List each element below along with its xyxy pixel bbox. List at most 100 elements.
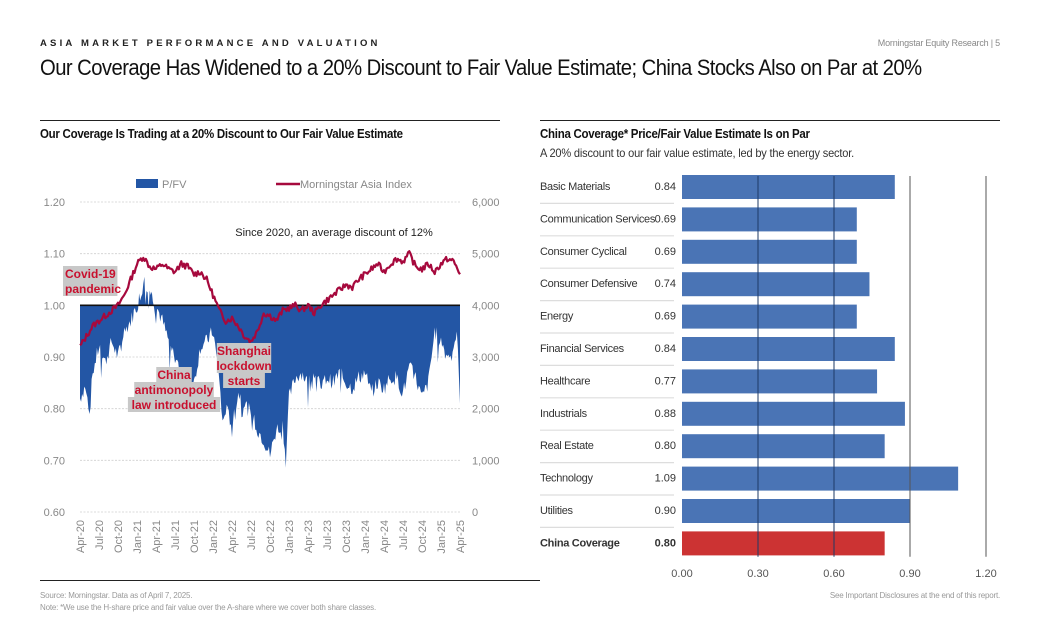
legend-label-pfv: P/FV: [162, 179, 187, 191]
bar: [682, 401, 905, 426]
y-right-tick-label: 3,000: [472, 352, 500, 364]
category-label: Real Estate: [540, 440, 594, 452]
left-panel-top-rule: [40, 120, 500, 121]
y-left-tick-label: 1.00: [44, 300, 65, 312]
category-label: Basic Materials: [540, 181, 611, 193]
y-right-tick-label: 2,000: [472, 404, 500, 416]
x-tick-label: Jul-23: [322, 520, 334, 550]
bar-row: Consumer Cyclical 0.69: [540, 246, 676, 269]
value-label: 0.84: [655, 181, 676, 193]
y-left-tick-label: 1.20: [44, 197, 65, 209]
index-line: [79, 250, 461, 347]
y-right-tick-label: 4,000: [472, 300, 500, 312]
category-label: Industrials: [540, 408, 588, 420]
value-label: 0.90: [655, 505, 676, 517]
category-label: Communication Services: [540, 213, 656, 225]
x-tick-label: Jul-21: [170, 520, 182, 550]
bar-row: Utilities 0.90: [540, 505, 676, 528]
bar: [682, 466, 959, 491]
x-tick-label: Jul-22: [246, 520, 258, 550]
bar: [682, 434, 885, 459]
bar: [682, 369, 878, 394]
bar: [682, 337, 895, 361]
bar-row: Real Estate 0.80: [540, 440, 676, 464]
bar: [682, 175, 895, 199]
annotation-text: pandemic: [65, 282, 121, 296]
bar-row: Industrials 0.88: [540, 408, 676, 431]
annotation-bg: [223, 373, 265, 388]
category-label: Healthcare: [540, 375, 590, 387]
legend-label-index: Morningstar Asia Index: [300, 179, 412, 191]
category-label: Financial Services: [540, 343, 625, 355]
value-label: 0.88: [655, 408, 676, 420]
bar: [682, 304, 857, 329]
x-tick-label: Jan-24: [360, 520, 372, 554]
bar-row: Consumer Defensive 0.74: [540, 278, 676, 302]
x-tick-label: Apr-22: [227, 520, 239, 553]
annotation-bg: [63, 266, 118, 281]
page-title: Our Coverage Has Widened to a 20% Discou…: [40, 55, 922, 80]
footer-disclosure: See Important Disclosures at the end of …: [829, 591, 1000, 600]
category-label: Utilities: [540, 505, 574, 517]
annotation-text: lockdown: [216, 359, 271, 373]
bar-row: China Coverage 0.80: [540, 537, 676, 549]
x-tick-label: 0.60: [823, 568, 844, 580]
annotation-bg: [216, 358, 272, 373]
footer-rule: [40, 580, 540, 581]
x-tick-label: Oct-22: [265, 520, 277, 553]
x-tick-label: Jul-24: [398, 520, 410, 550]
y-left-tick-label: 0.60: [44, 507, 65, 519]
annotation-bg: [216, 343, 272, 358]
page-info: Morningstar Equity Research | 5: [877, 38, 1000, 48]
x-tick-label: Oct-24: [417, 520, 429, 553]
sector-pfv-bar-chart: Basic Materials 0.84 Communication Service…: [540, 175, 997, 580]
x-tick-label: Jan-22: [208, 520, 220, 554]
x-tick-label: Jan-25: [436, 520, 448, 554]
x-tick-label: 0.30: [747, 568, 768, 580]
annotation-bg: [127, 397, 221, 412]
annotation-text: Covid-19: [65, 267, 116, 281]
footer-source: Source: Morningstar. Data as of April 7,…: [40, 591, 193, 600]
bar-row: Energy 0.69: [540, 311, 676, 334]
annotation-average-discount: Since 2020, an average discount of 12%: [235, 227, 433, 239]
annotation-text: Shanghai: [217, 344, 271, 358]
value-label: 0.69: [655, 311, 676, 323]
x-tick-label: Oct-20: [113, 520, 125, 553]
value-label: 0.77: [655, 375, 676, 387]
bar: [682, 239, 857, 264]
value-label: 0.80: [655, 537, 676, 549]
value-label: 0.69: [655, 213, 676, 225]
bar-row: Financial Services 0.84: [540, 343, 676, 366]
bar-row: Technology 1.09: [540, 473, 676, 496]
y-left-tick-label: 0.90: [44, 352, 65, 364]
y-left-tick-label: 0.70: [44, 455, 65, 467]
y-right-tick-label: 5,000: [472, 249, 500, 261]
category-label: Consumer Defensive: [540, 278, 637, 290]
x-tick-label: 0.00: [671, 568, 692, 580]
y-left-tick-label: 1.10: [44, 249, 65, 261]
right-panel-title: China Coverage* Price/Fair Value Estimat…: [540, 127, 810, 141]
value-label: 0.80: [655, 440, 676, 452]
x-tick-label: Apr-21: [151, 520, 163, 553]
x-tick-label: Apr-20: [75, 520, 87, 553]
right-panel-subtitle: A 20% discount to our fair value estimat…: [540, 146, 854, 160]
category-label: Energy: [540, 311, 574, 323]
annotation-text: law introduced: [132, 398, 217, 412]
bar: [682, 499, 910, 523]
bar-row: Healthcare 0.77: [540, 375, 676, 399]
x-tick-label: 0.90: [899, 568, 920, 580]
x-tick-label: Oct-23: [341, 520, 353, 553]
x-tick-label: Jan-21: [132, 520, 144, 554]
bar: [682, 272, 870, 297]
right-panel-top-rule: [540, 120, 1000, 121]
x-tick-label: Apr-24: [379, 520, 391, 553]
value-label: 0.69: [655, 246, 676, 258]
y-left-tick-label: 0.80: [44, 404, 65, 416]
bar: [682, 207, 857, 232]
category-label: Consumer Cyclical: [540, 246, 627, 258]
annotation-bg: [63, 281, 118, 296]
x-tick-label: Oct-21: [189, 520, 201, 553]
